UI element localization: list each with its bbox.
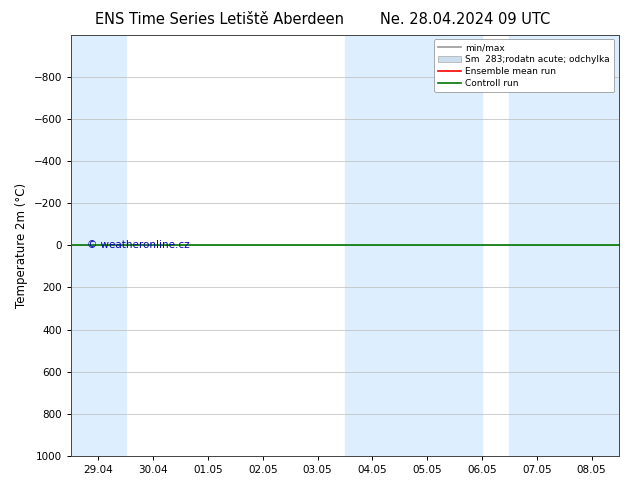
Text: Ne. 28.04.2024 09 UTC: Ne. 28.04.2024 09 UTC bbox=[380, 12, 551, 27]
Text: © weatheronline.cz: © weatheronline.cz bbox=[87, 240, 190, 250]
Text: ENS Time Series Letiště Aberdeen: ENS Time Series Letiště Aberdeen bbox=[95, 12, 344, 27]
Bar bbox=[509, 35, 619, 456]
Legend: min/max, Sm  283;rodatn acute; odchylka, Ensemble mean run, Controll run: min/max, Sm 283;rodatn acute; odchylka, … bbox=[434, 39, 614, 92]
Y-axis label: Temperature 2m (°C): Temperature 2m (°C) bbox=[15, 183, 28, 308]
Bar bbox=[71, 35, 126, 456]
Bar bbox=[345, 35, 482, 456]
